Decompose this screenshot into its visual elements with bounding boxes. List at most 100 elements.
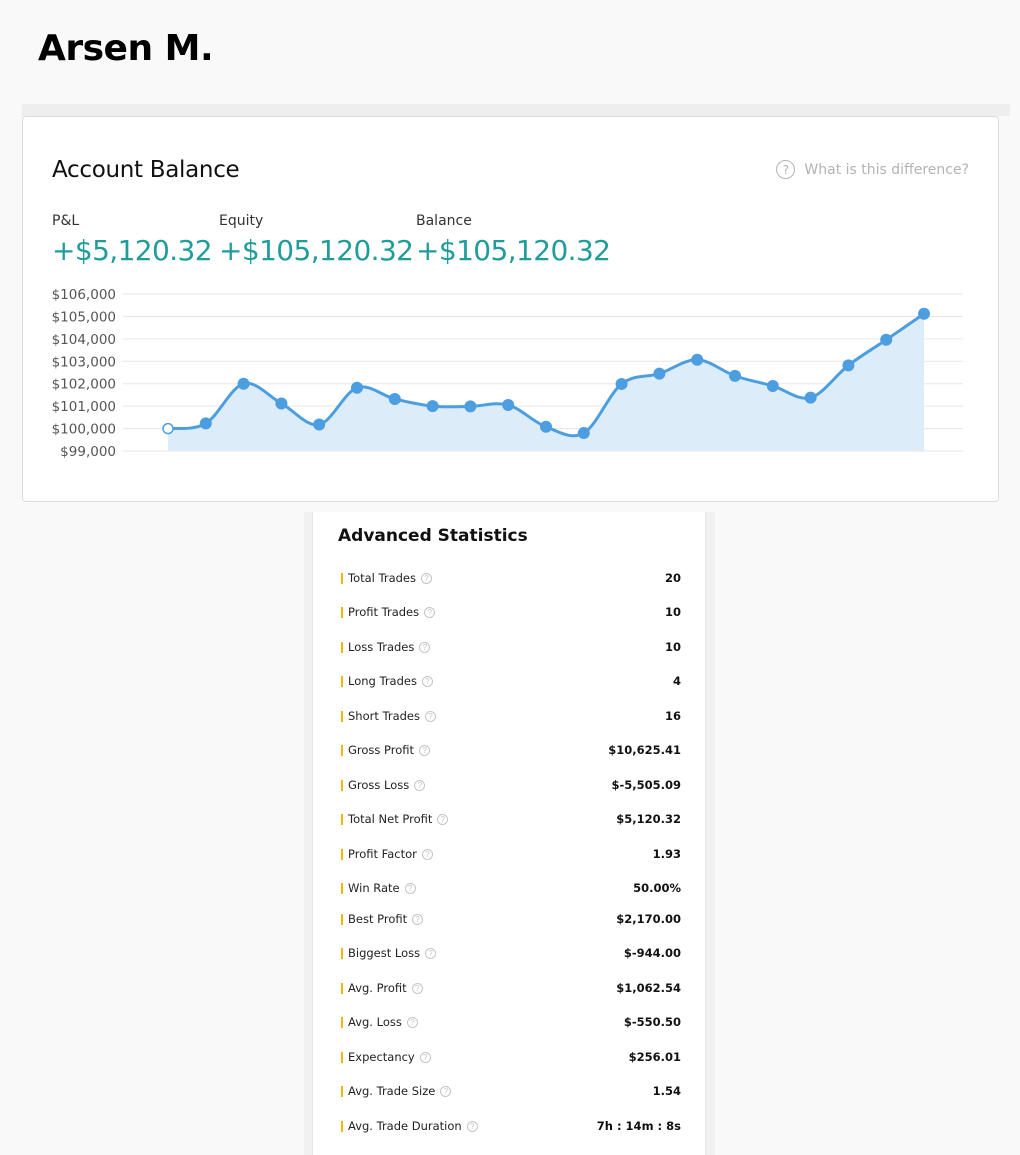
stat-left: Gross Profit? xyxy=(341,743,431,757)
stat-value: $10,625.41 xyxy=(608,743,681,757)
stat-row: Total Net Profit? $5,120.32 xyxy=(341,809,681,829)
data-point[interactable] xyxy=(199,417,212,430)
stat-label: Gross Loss xyxy=(348,778,410,792)
stat-row: Best Profit? $2,170.00 xyxy=(341,909,681,929)
balance-chart: $106,000 $105,000 $104,000 $103,000 $102,000… xyxy=(52,287,963,460)
question-icon[interactable]: ? xyxy=(404,882,416,894)
stat-marker xyxy=(341,813,343,825)
question-icon[interactable]: ? xyxy=(425,710,436,722)
stat-row: Avg. Trade Duration? 7h : 14m : 8s xyxy=(341,1116,681,1136)
stat-marker xyxy=(341,982,343,994)
data-point[interactable] xyxy=(729,369,741,382)
question-icon[interactable]: ? xyxy=(406,1016,418,1028)
data-point[interactable] xyxy=(842,359,855,372)
question-icon[interactable]: ? xyxy=(414,779,426,791)
stat-row: Profit Factor? 1.93 xyxy=(341,844,681,864)
stat-marker xyxy=(341,882,343,894)
metric-pnl: P&L +$5,120.32 xyxy=(52,213,213,267)
question-icon: ? xyxy=(776,160,796,179)
stat-label: Profit Factor xyxy=(348,847,417,861)
data-point[interactable] xyxy=(464,400,477,413)
what-is-difference-link[interactable]: ? What is this difference? xyxy=(776,160,969,179)
data-point[interactable] xyxy=(388,392,401,405)
metric-equity: Equity +$105,120.32 xyxy=(219,213,414,267)
data-point[interactable] xyxy=(766,379,779,392)
data-point[interactable] xyxy=(237,377,250,390)
question-icon[interactable]: ? xyxy=(437,813,449,825)
stat-marker xyxy=(341,779,343,791)
data-point[interactable] xyxy=(502,399,515,412)
advanced-statistics-panel: Advanced Statistics Total Trades? 20 Profi… xyxy=(312,512,706,1155)
metric-value: +$105,120.32 xyxy=(416,234,611,267)
question-icon[interactable]: ? xyxy=(419,641,431,653)
stat-row: Biggest Loss? $-944.00 xyxy=(341,943,681,963)
question-icon[interactable]: ? xyxy=(421,848,433,860)
question-icon[interactable]: ? xyxy=(425,947,437,959)
question-icon[interactable]: ? xyxy=(421,675,433,687)
stat-marker xyxy=(341,947,343,959)
stat-value: 1.93 xyxy=(652,847,681,861)
question-icon[interactable]: ? xyxy=(421,572,432,584)
question-icon[interactable]: ? xyxy=(466,1120,478,1132)
stat-row: Gross Loss? $-5,505.09 xyxy=(341,775,681,795)
question-icon[interactable]: ? xyxy=(419,1051,431,1063)
stat-label: Best Profit xyxy=(348,912,408,926)
data-point[interactable] xyxy=(653,367,666,380)
data-point[interactable] xyxy=(804,391,817,404)
stat-row: Avg. Profit? $1,062.54 xyxy=(341,978,681,998)
data-point[interactable] xyxy=(162,422,174,435)
y-tick-label: $101,000 xyxy=(52,399,116,415)
question-icon[interactable]: ? xyxy=(411,982,423,994)
question-icon[interactable]: ? xyxy=(440,1085,452,1097)
stat-row: Loss Trades? 10 xyxy=(341,637,681,657)
stat-marker xyxy=(341,710,343,722)
stat-label: Avg. Loss xyxy=(348,1015,402,1029)
data-point[interactable] xyxy=(691,353,704,366)
stat-left: Total Trades? xyxy=(341,571,432,585)
stat-label: Avg. Trade Size xyxy=(348,1084,436,1098)
stat-left: Short Trades? xyxy=(341,709,436,723)
stat-label: Avg. Trade Duration xyxy=(348,1119,462,1133)
stat-left: Win Rate? xyxy=(341,881,416,895)
stat-marker xyxy=(341,744,343,756)
stat-value: 50.00% xyxy=(633,881,681,895)
y-tick-label: $99,000 xyxy=(60,444,116,460)
data-point[interactable] xyxy=(577,427,590,440)
account-balance-card: Account Balance ? What is this differenc… xyxy=(22,116,999,502)
stat-value: $256.01 xyxy=(628,1050,681,1064)
data-point[interactable] xyxy=(351,381,363,394)
stat-left: Avg. Profit? xyxy=(341,981,423,995)
question-icon[interactable]: ? xyxy=(419,744,431,756)
question-icon[interactable]: ? xyxy=(412,913,424,925)
data-point[interactable] xyxy=(615,377,628,390)
data-point[interactable] xyxy=(275,397,288,410)
stat-label: Total Trades xyxy=(348,571,416,585)
stat-value: $-944.00 xyxy=(623,946,681,960)
stat-label: Avg. Profit xyxy=(348,981,407,995)
stat-value: $1,062.54 xyxy=(616,981,681,995)
metric-label: Balance xyxy=(416,213,472,229)
stat-marker xyxy=(341,848,343,860)
stat-label: Gross Profit xyxy=(348,743,415,757)
data-point[interactable] xyxy=(880,333,893,346)
stat-marker xyxy=(341,1016,343,1028)
stat-label: Loss Trades xyxy=(348,640,415,654)
data-point[interactable] xyxy=(313,418,326,431)
stat-marker xyxy=(341,606,343,618)
stats-title: Advanced Statistics xyxy=(338,526,528,546)
stat-value: $2,170.00 xyxy=(616,912,681,926)
stat-value: 7h : 14m : 8s xyxy=(596,1119,681,1133)
stat-row: Avg. Trade Size? 1.54 xyxy=(341,1081,681,1101)
metric-label: P&L xyxy=(52,213,80,229)
data-point[interactable] xyxy=(426,400,439,413)
stat-left: Profit Factor? xyxy=(341,847,433,861)
question-icon[interactable]: ? xyxy=(424,606,436,618)
y-tick-label: $102,000 xyxy=(52,377,116,393)
stat-value: 1.54 xyxy=(652,1084,681,1098)
y-tick-label: $103,000 xyxy=(52,354,116,370)
data-point[interactable] xyxy=(540,420,552,433)
y-tick-label: $105,000 xyxy=(52,309,116,325)
stat-left: Biggest Loss? xyxy=(341,946,437,960)
stat-left: Avg. Trade Size? xyxy=(341,1084,452,1098)
data-point[interactable] xyxy=(918,307,930,320)
